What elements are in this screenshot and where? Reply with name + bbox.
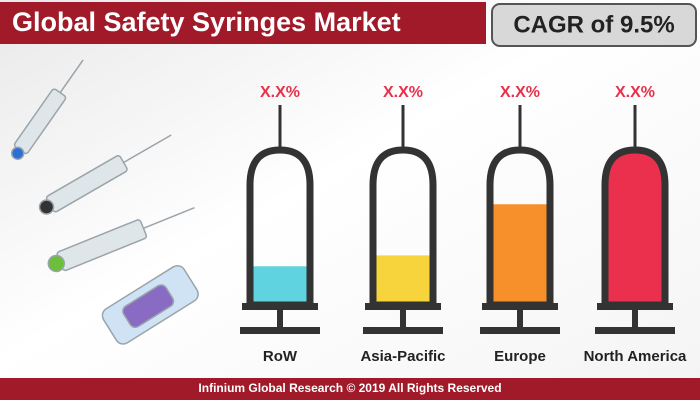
title-bar — [0, 2, 486, 44]
stem — [400, 310, 406, 328]
flange — [365, 303, 441, 310]
category-label: Asia-Pacific — [360, 348, 445, 365]
value-label: X.X% — [500, 84, 540, 101]
value-label: X.X% — [260, 84, 300, 101]
title: Global Safety Syringes Market — [12, 7, 401, 37]
fill-level — [373, 255, 433, 305]
value-label: X.X% — [615, 84, 655, 101]
flange — [242, 303, 318, 310]
plunger — [240, 327, 320, 334]
category-label: North America — [584, 348, 687, 365]
stem — [632, 310, 638, 328]
barrel — [369, 146, 437, 309]
barrel — [246, 146, 314, 309]
barrel — [601, 146, 669, 309]
cagr-badge — [491, 3, 697, 47]
plunger — [595, 327, 675, 334]
fill-level — [250, 266, 310, 305]
flange — [597, 303, 673, 310]
category-label: Europe — [494, 348, 546, 365]
decor-syringes — [10, 59, 199, 345]
fill-level — [605, 150, 665, 305]
value-label: X.X% — [383, 84, 423, 101]
stem — [517, 310, 523, 328]
plunger — [480, 327, 560, 334]
barrel — [486, 146, 554, 309]
syringes: X.X% RoW X.X% Asia-Pacific X.X% Europe X.X% Nor… — [240, 84, 687, 365]
cagr-text: CAGR of 9.5% — [513, 11, 674, 38]
flange — [482, 303, 558, 310]
footer: Infinium Global Research © 2019 All Righ… — [198, 381, 501, 395]
footer-bar — [0, 378, 700, 400]
plunger — [363, 327, 443, 334]
fill-level — [490, 204, 550, 305]
stem — [277, 310, 283, 328]
category-label: RoW — [263, 348, 298, 365]
